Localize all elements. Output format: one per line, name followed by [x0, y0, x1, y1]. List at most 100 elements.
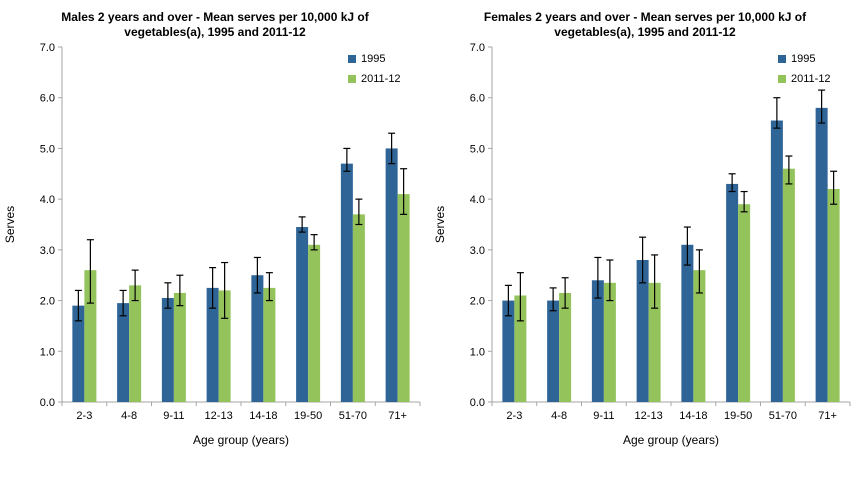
- y-tick-label: 5.0: [40, 143, 55, 155]
- y-tick-label: 4.0: [40, 194, 55, 206]
- y-tick-label: 6.0: [40, 93, 55, 105]
- y-tick-label: 2.0: [40, 296, 55, 308]
- x-category-label: 71+: [818, 410, 837, 422]
- error-bar-2011-12-4-8: [561, 277, 569, 309]
- error-bar-2011-12-14-18: [695, 249, 703, 294]
- x-axis-title: Age group (years): [193, 433, 289, 447]
- bar-2011-12-9-11: [603, 282, 616, 402]
- error-bar-2011-12-12-13: [651, 254, 659, 309]
- x-category-label: 51-70: [339, 410, 367, 422]
- x-category-label: 4-8: [551, 410, 567, 422]
- error-bar-1995-9-11: [594, 256, 602, 299]
- error-bar-1995-19-50: [298, 216, 306, 233]
- bar-1995-71+: [815, 107, 828, 402]
- x-category-label: 4-8: [121, 410, 137, 422]
- bar-1995-51-70: [770, 120, 783, 403]
- error-bar-1995-14-18: [253, 256, 261, 294]
- error-bar-2011-12-51-70: [785, 155, 793, 185]
- bar-2011-12-4-8: [559, 292, 572, 402]
- bar-2011-12-12-13: [648, 282, 661, 402]
- legend-item-1995: 1995: [348, 49, 401, 69]
- error-bar-1995-4-8: [119, 289, 127, 317]
- bar-2011-12-4-8: [129, 285, 142, 402]
- y-tick-label: 7.0: [40, 42, 55, 54]
- x-category-label: 19-50: [724, 410, 752, 422]
- x-category-label: 9-11: [163, 410, 184, 422]
- bar-1995-4-8: [117, 303, 130, 402]
- females-bar-chart: 0.0 1.0 2.0 3.0 4.0 5.0 6.0 7.0 2-3 4-8 9-11 12-13 1…: [433, 42, 851, 447]
- legend-item-2011-12: 2011-12: [778, 69, 831, 89]
- x-axis-title: Age group (years): [623, 433, 719, 447]
- y-axis-title: Serves: [3, 206, 17, 243]
- bar-1995-2-3: [72, 305, 85, 402]
- bar-1995-4-8: [547, 300, 560, 402]
- bar-2011-12-19-50: [308, 244, 321, 402]
- y-tick-label: 0.0: [470, 397, 485, 409]
- chart-panel-males: Males 2 years and over - Mean serves per…: [3, 10, 421, 447]
- bar-2011-12-2-3: [514, 295, 527, 402]
- plot-area-females: 0.0 1.0 2.0 3.0 4.0 5.0 6.0 7.0 2-3 4-8 9-11 12-13 1…: [430, 41, 860, 453]
- error-bar-2011-12-2-3: [516, 272, 524, 322]
- error-bar-1995-71+: [818, 89, 826, 124]
- y-tick-label: 3.0: [470, 245, 485, 257]
- y-tick-label: 4.0: [470, 194, 485, 206]
- males-bar-chart: 0.0 1.0 2.0 3.0 4.0 5.0 6.0 7.0 2-3 4-8 9-11 12-13 1…: [3, 42, 421, 447]
- bar-2011-12-19-50: [738, 204, 751, 402]
- error-bar-2011-12-51-70: [355, 198, 363, 226]
- legend-swatch-1995: [348, 55, 356, 63]
- y-tick-label: 7.0: [470, 42, 485, 54]
- error-bar-2011-12-12-13: [221, 261, 229, 319]
- x-category-label: 2-3: [76, 410, 92, 422]
- legend-label: 1995: [791, 53, 816, 65]
- error-bar-2011-12-9-11: [606, 259, 614, 302]
- error-bar-1995-71+: [388, 132, 396, 165]
- legend-item-2011-12: 2011-12: [348, 69, 401, 89]
- bar-1995-19-50: [296, 227, 309, 402]
- legend-swatch-1995: [778, 55, 786, 63]
- error-bar-1995-4-8: [549, 287, 557, 312]
- bar-1995-2-3: [502, 300, 515, 402]
- error-bar-1995-9-11: [164, 282, 172, 309]
- legend-item-1995: 1995: [778, 49, 831, 69]
- y-tick-label: 6.0: [470, 93, 485, 105]
- chart-panel-females: Females 2 years and over - Mean serves p…: [430, 0, 860, 491]
- legend-label: 2011-12: [361, 73, 401, 85]
- error-bar-1995-12-13: [639, 236, 647, 284]
- error-bar-2011-12-19-50: [310, 234, 318, 251]
- error-bar-2011-12-71+: [400, 168, 408, 215]
- x-category-label: 2-3: [506, 410, 522, 422]
- y-tick-label: 1.0: [40, 346, 55, 358]
- legend-swatch-2011-12: [348, 75, 356, 83]
- bar-2011-12-14-18: [693, 270, 706, 402]
- error-bar-1995-12-13: [209, 267, 217, 309]
- y-tick-label: 0.0: [40, 397, 55, 409]
- y-tick-label: 1.0: [470, 346, 485, 358]
- bar-1995-51-70: [340, 163, 353, 402]
- legend-label: 1995: [361, 53, 386, 65]
- bar-2011-12-14-18: [263, 287, 276, 402]
- x-category-label: 14-18: [249, 410, 277, 422]
- error-bar-2011-12-9-11: [176, 274, 184, 307]
- error-bar-2011-12-14-18: [265, 272, 273, 302]
- y-tick-label: 3.0: [40, 245, 55, 257]
- error-bar-2011-12-19-50: [740, 190, 748, 213]
- bar-1995-14-18: [251, 275, 264, 402]
- error-bar-2011-12-2-3: [86, 239, 94, 304]
- bar-2011-12-71+: [827, 189, 840, 402]
- bar-1995-12-13: [206, 287, 219, 402]
- x-category-label: 51-70: [769, 410, 797, 422]
- chart-title-females: Females 2 years and over - Mean serves p…: [483, 10, 807, 39]
- bar-1995-9-11: [591, 280, 604, 402]
- bar-2011-12-51-70: [782, 168, 795, 402]
- bar-2011-12-9-11: [173, 292, 186, 402]
- legend-females: 1995 2011-12: [778, 49, 831, 89]
- legend-males: 1995 2011-12: [348, 49, 401, 89]
- bar-1995-9-11: [161, 298, 174, 402]
- x-category-label: 71+: [388, 410, 407, 422]
- bar-2011-12-51-70: [352, 214, 365, 402]
- bar-1995-14-18: [681, 244, 694, 402]
- y-tick-label: 2.0: [470, 296, 485, 308]
- bar-1995-12-13: [636, 260, 649, 402]
- bar-1995-19-50: [726, 183, 739, 402]
